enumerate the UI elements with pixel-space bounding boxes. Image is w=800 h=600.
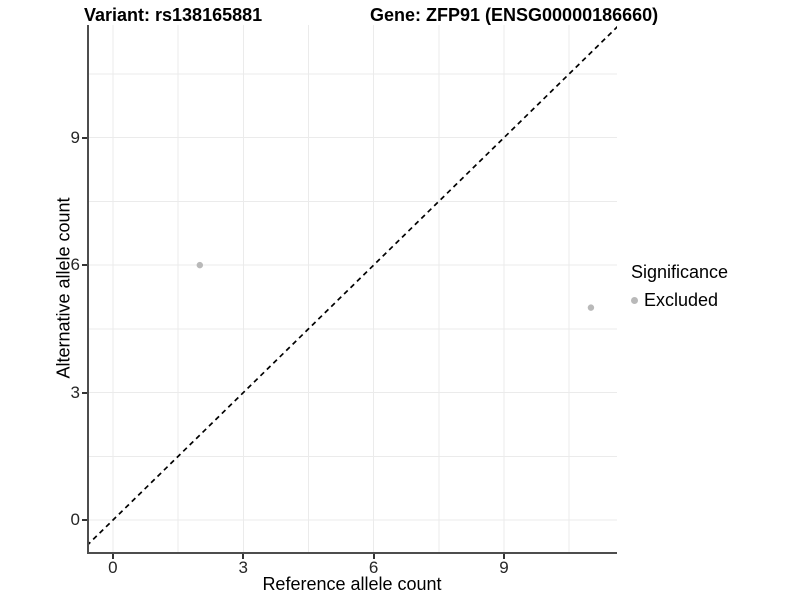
x-tick-label: 6 xyxy=(368,558,379,577)
y-tick-mark xyxy=(82,519,87,522)
legend-item: Excluded xyxy=(631,290,728,311)
plot-panel xyxy=(87,25,617,554)
y-tick-mark xyxy=(82,136,87,139)
x-tick-mark xyxy=(242,554,245,559)
y-tick-label: 0 xyxy=(70,510,80,530)
plot-canvas xyxy=(89,25,617,552)
x-tick-mark xyxy=(111,554,114,559)
legend-items: Excluded xyxy=(631,290,728,311)
x-axis-title: Reference allele count xyxy=(262,574,442,594)
y-tick-label: 9 xyxy=(70,127,80,147)
legend-point-icon xyxy=(631,297,638,304)
legend-item-label: Excluded xyxy=(644,290,719,310)
plot-title-gene: Gene: ZFP91 (ENSG00000186660) xyxy=(370,5,659,25)
data-point xyxy=(196,261,204,269)
y-tick-label: 3 xyxy=(70,382,80,402)
plot-title-variant: Variant: rs138165881 xyxy=(84,5,263,25)
y-axis-title: Alternative allele count xyxy=(53,197,74,379)
y-tick-mark xyxy=(82,391,87,394)
x-tick-label: 0 xyxy=(108,558,118,577)
y-tick-label: 6 xyxy=(70,255,80,275)
x-tick-label: 9 xyxy=(499,558,509,577)
x-tick-label: 3 xyxy=(238,558,248,577)
data-point xyxy=(587,304,595,311)
identity-line xyxy=(89,25,617,545)
x-tick-mark xyxy=(372,554,375,559)
legend: Significance Excluded xyxy=(631,262,728,311)
legend-title: Significance xyxy=(631,262,729,282)
x-tick-mark xyxy=(503,554,505,559)
y-tick-mark xyxy=(82,264,87,267)
